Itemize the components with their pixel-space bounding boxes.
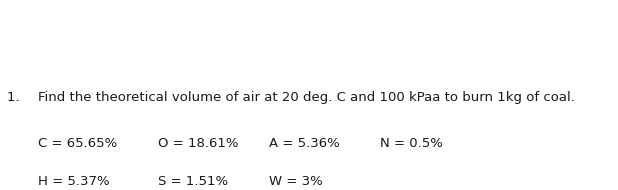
Text: W = 3%: W = 3%	[269, 175, 323, 188]
Text: N = 0.5%: N = 0.5%	[380, 137, 443, 150]
Text: S = 1.51%: S = 1.51%	[158, 175, 227, 188]
Text: C = 65.65%: C = 65.65%	[38, 137, 117, 150]
Text: A = 5.36%: A = 5.36%	[269, 137, 339, 150]
Text: 1.: 1.	[7, 91, 28, 104]
Text: Find the theoretical volume of air at 20 deg. C and 100 kPaa to burn 1kg of coal: Find the theoretical volume of air at 20…	[38, 91, 575, 104]
Text: H = 5.37%: H = 5.37%	[38, 175, 110, 188]
Text: O = 18.61%: O = 18.61%	[158, 137, 238, 150]
